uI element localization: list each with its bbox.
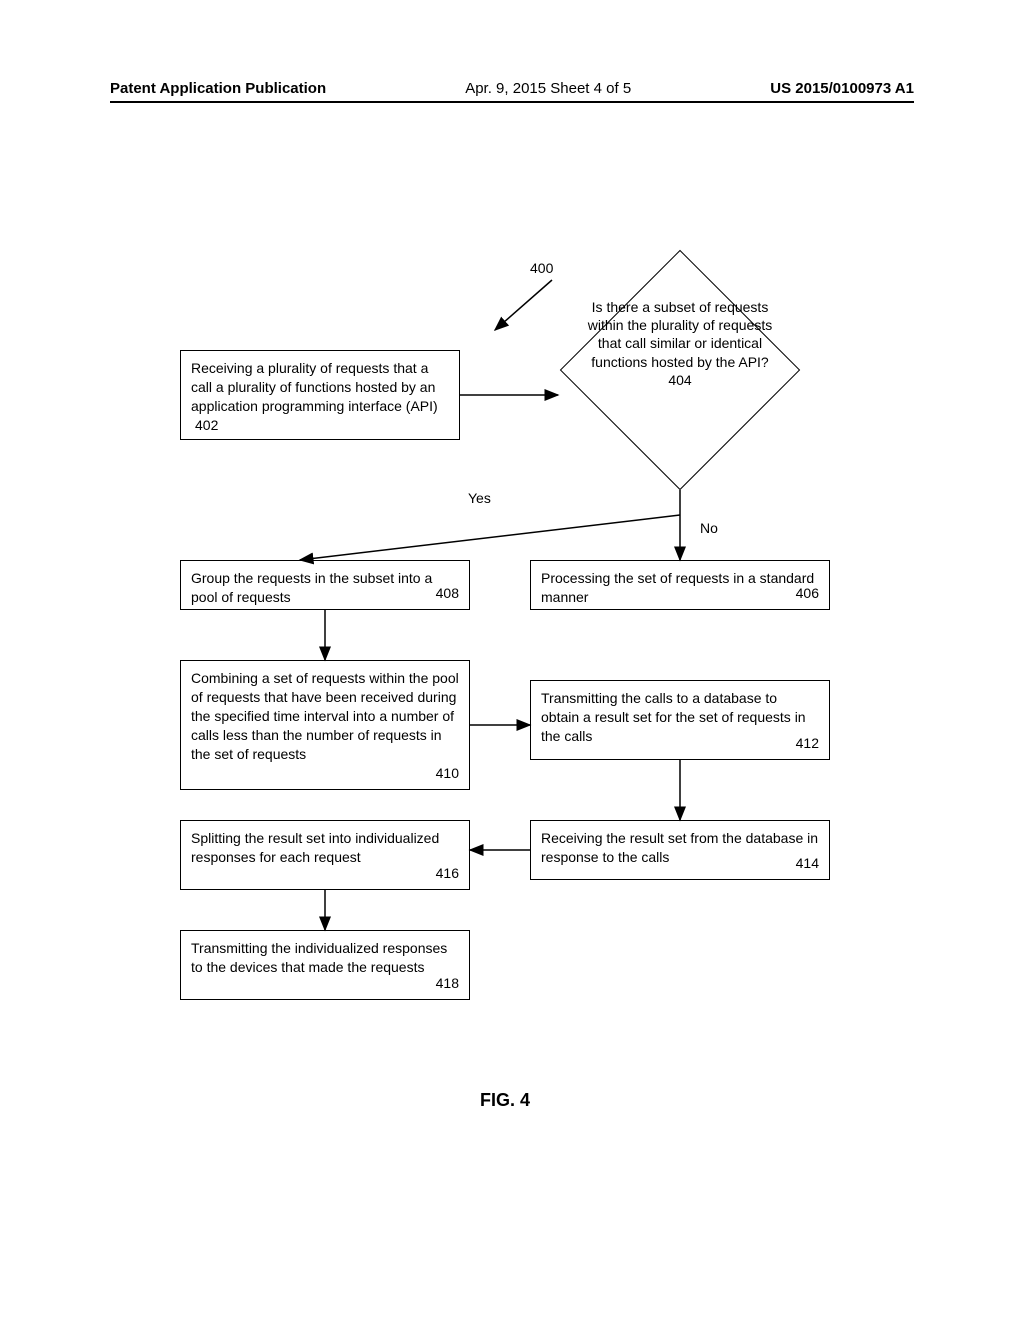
box-418: Transmitting the individualized response… bbox=[180, 930, 470, 1000]
box-414-ref: 414 bbox=[796, 854, 819, 873]
figure-label: FIG. 4 bbox=[480, 1090, 530, 1111]
box-408-ref: 408 bbox=[436, 584, 459, 603]
box-406: Processing the set of requests in a stan… bbox=[530, 560, 830, 610]
box-402-ref: 402 bbox=[195, 417, 218, 433]
box-406-ref: 406 bbox=[796, 584, 819, 603]
box-416: Splitting the result set into individual… bbox=[180, 820, 470, 890]
box-408: Group the requests in the subset into a … bbox=[180, 560, 470, 610]
diagram-canvas: 400 Receiving a plurality of requests th… bbox=[0, 120, 1024, 1220]
box-414: Receiving the result set from the databa… bbox=[530, 820, 830, 880]
decision-404: Is there a subset of requests within the… bbox=[560, 250, 800, 490]
no-label: No bbox=[700, 520, 718, 536]
box-410-text: Combining a set of requests within the p… bbox=[191, 670, 459, 762]
box-416-text: Splitting the result set into individual… bbox=[191, 830, 439, 865]
box-412-text: Transmitting the calls to a database to … bbox=[541, 690, 806, 744]
box-402: Receiving a plurality of requests that a… bbox=[180, 350, 460, 440]
box-418-ref: 418 bbox=[436, 974, 459, 993]
box-412: Transmitting the calls to a database to … bbox=[530, 680, 830, 760]
box-408-text: Group the requests in the subset into a … bbox=[191, 570, 432, 605]
box-410: Combining a set of requests within the p… bbox=[180, 660, 470, 790]
page-header: Patent Application Publication Apr. 9, 2… bbox=[110, 80, 914, 103]
decision-404-text: Is there a subset of requests within the… bbox=[580, 298, 780, 389]
yes-label: Yes bbox=[468, 490, 491, 506]
box-414-text: Receiving the result set from the databa… bbox=[541, 830, 818, 865]
box-410-ref: 410 bbox=[436, 764, 459, 783]
arrow-yes-to-408 bbox=[300, 515, 680, 560]
figure-reference-label: 400 bbox=[530, 260, 553, 276]
arrows-overlay bbox=[0, 120, 1024, 1220]
box-416-ref: 416 bbox=[436, 864, 459, 883]
header-right: US 2015/0100973 A1 bbox=[770, 80, 914, 97]
header-mid: Apr. 9, 2015 Sheet 4 of 5 bbox=[465, 80, 631, 97]
box-412-ref: 412 bbox=[796, 734, 819, 753]
box-418-text: Transmitting the individualized response… bbox=[191, 940, 447, 975]
box-406-text: Processing the set of requests in a stan… bbox=[541, 570, 814, 605]
figure-ref-pointer bbox=[495, 280, 552, 330]
box-402-text: Receiving a plurality of requests that a… bbox=[191, 360, 438, 414]
header-left: Patent Application Publication bbox=[110, 80, 326, 97]
